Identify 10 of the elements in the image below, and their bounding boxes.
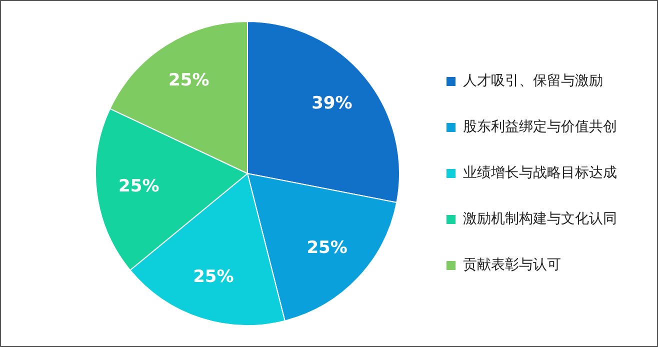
data-label: 25% [118,176,160,196]
legend-label: 激励机制构建与文化认同 [463,211,617,228]
legend-label: 业绩增长与战略目标达成 [463,165,617,182]
data-label: 39% [312,93,352,114]
legend-label: 股东利益绑定与价值共创 [463,119,617,136]
data-label: 25% [168,70,210,90]
data-label: 25% [306,238,348,258]
data-label: 25% [193,266,234,287]
legend-label: 贡献表彰与认可 [463,257,561,274]
legend-label: 人才吸引、保留与激励 [463,73,603,90]
